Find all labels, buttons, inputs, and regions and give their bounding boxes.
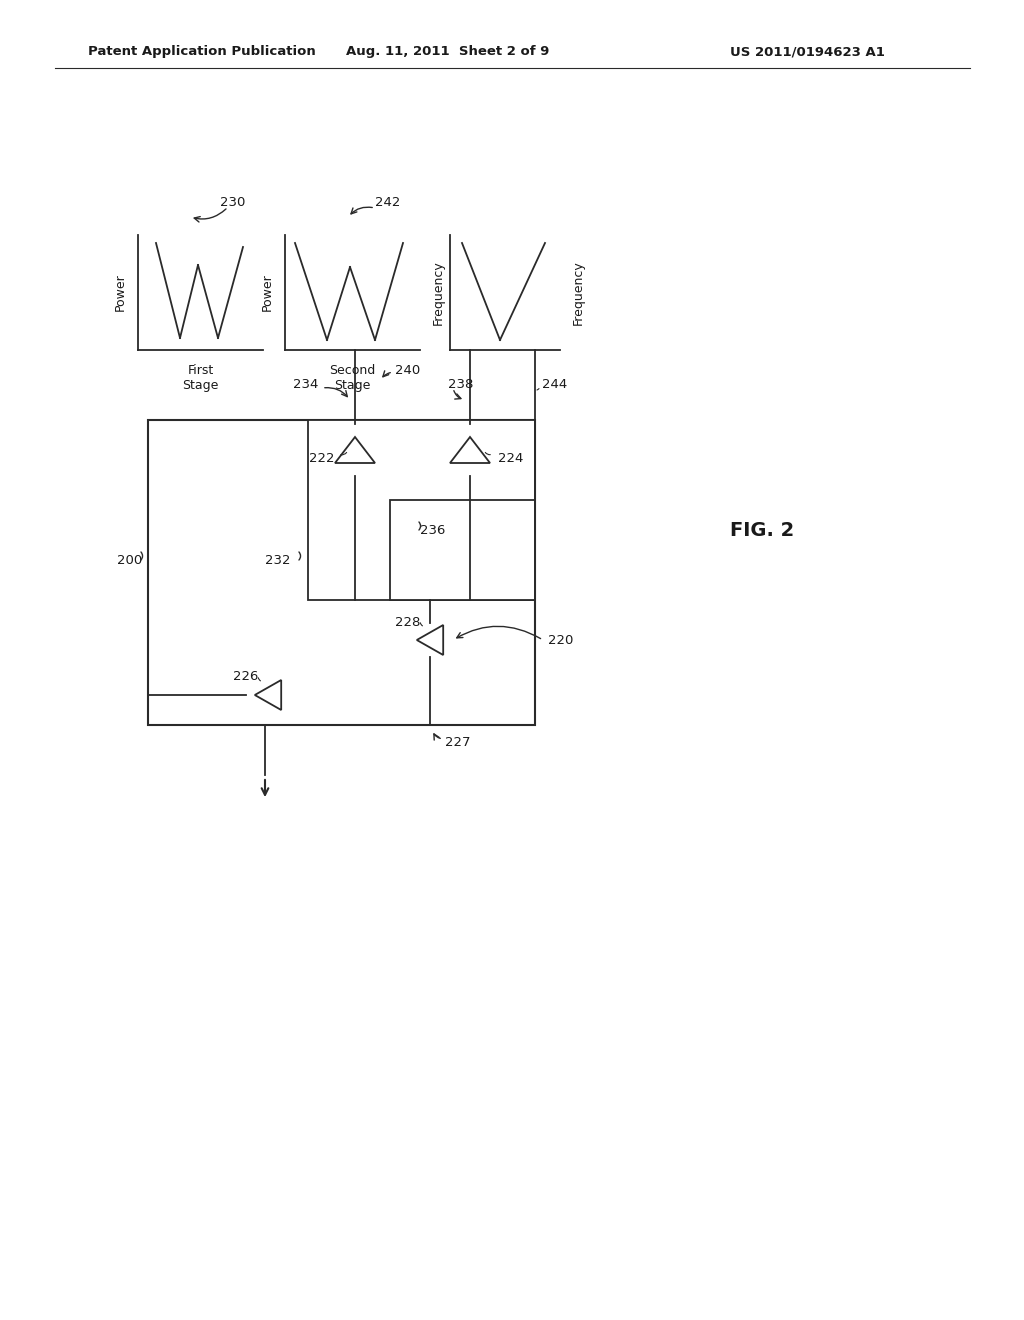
Text: Patent Application Publication: Patent Application Publication (88, 45, 315, 58)
Text: Power: Power (114, 273, 127, 312)
Polygon shape (255, 680, 282, 710)
Text: Second
Stage: Second Stage (330, 364, 376, 392)
Text: 228: 228 (394, 615, 420, 628)
Text: FIG. 2: FIG. 2 (730, 520, 795, 540)
Text: 230: 230 (220, 195, 246, 209)
Text: 238: 238 (449, 378, 473, 391)
Text: 242: 242 (375, 195, 400, 209)
Text: 200: 200 (118, 553, 142, 566)
Text: First
Stage: First Stage (182, 364, 219, 392)
Bar (390, 500, 535, 601)
Text: 226: 226 (232, 671, 258, 684)
Polygon shape (450, 437, 490, 463)
Text: 227: 227 (445, 737, 470, 750)
Text: 224: 224 (498, 451, 523, 465)
Text: Frequency: Frequency (571, 260, 585, 325)
Text: 222: 222 (309, 451, 335, 465)
Bar (148, 420, 535, 725)
Text: 240: 240 (395, 363, 420, 376)
Text: 234: 234 (293, 378, 318, 391)
Text: 236: 236 (420, 524, 445, 536)
Polygon shape (335, 437, 375, 463)
Text: 244: 244 (542, 378, 567, 391)
Bar (308, 420, 535, 601)
Polygon shape (417, 624, 443, 655)
Text: 220: 220 (548, 634, 573, 647)
Text: US 2011/0194623 A1: US 2011/0194623 A1 (730, 45, 885, 58)
Text: Aug. 11, 2011  Sheet 2 of 9: Aug. 11, 2011 Sheet 2 of 9 (346, 45, 550, 58)
Text: Frequency: Frequency (431, 260, 444, 325)
Text: Power: Power (260, 273, 273, 312)
Text: 232: 232 (264, 553, 290, 566)
